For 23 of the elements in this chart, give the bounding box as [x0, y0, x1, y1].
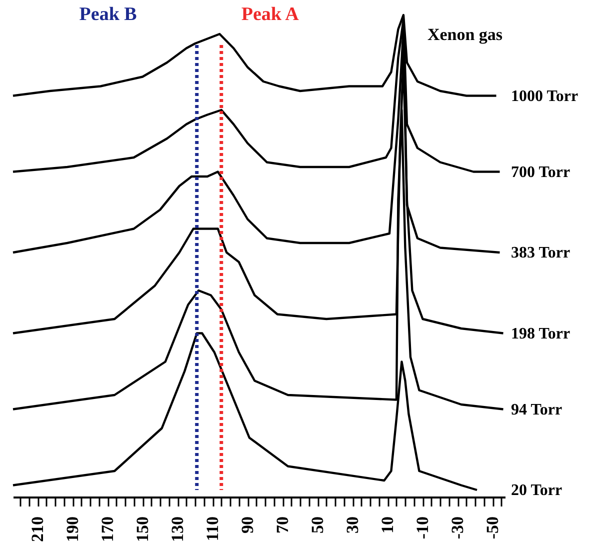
x-tick-label: -30 [448, 516, 468, 540]
x-tick-label: 170 [98, 516, 118, 542]
ref-line-label: Peak A [241, 4, 300, 25]
annotation: Xenon gas [427, 25, 503, 44]
ref-line-label: Peak B [79, 4, 138, 25]
x-tick-label: 110 [203, 516, 222, 542]
x-tick-label: 150 [133, 516, 152, 542]
x-tick-label: 10 [378, 516, 398, 534]
x-tick-label: 70 [273, 516, 292, 534]
x-tick-label: 130 [168, 516, 188, 542]
x-tick-label: 50 [308, 516, 328, 534]
x-tick-label: 90 [238, 516, 258, 534]
x-tick-label: -50 [483, 516, 502, 540]
series-label: 1000 Torr [511, 88, 578, 105]
series-label: 700 Torr [511, 164, 570, 181]
x-tick-label: 30 [343, 516, 362, 534]
text: 20 Torr [511, 482, 562, 499]
series-label: 383 Torr [511, 244, 570, 262]
x-tick-label: 210 [28, 516, 48, 542]
x-tick-label: -10 [413, 516, 432, 540]
series-label: 198 Torr [511, 325, 570, 342]
x-tick-label: 190 [63, 516, 82, 542]
series-label: 94 Torr [511, 401, 562, 418]
